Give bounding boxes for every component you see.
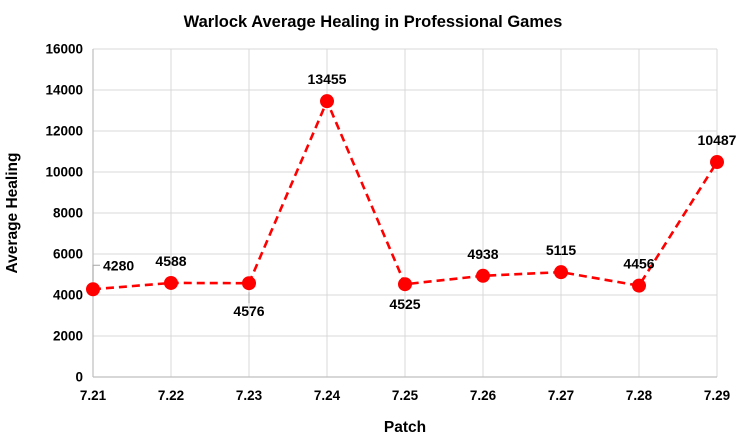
data-point bbox=[242, 276, 256, 291]
x-tick-label: 7.28 bbox=[626, 388, 653, 403]
data-label: 10487 bbox=[698, 132, 737, 148]
data-label: 13455 bbox=[308, 71, 347, 87]
y-tick-label: 14000 bbox=[45, 83, 83, 98]
y-tick-label: 8000 bbox=[53, 206, 83, 221]
data-point bbox=[476, 268, 490, 283]
y-axis-title: Average Healing bbox=[4, 153, 21, 274]
data-label: 4456 bbox=[623, 256, 654, 272]
plot-area: 0 2000 4000 6000 8000 10000 12000 14000 16000 7.2… bbox=[45, 42, 736, 404]
data-point bbox=[320, 94, 334, 109]
data-point bbox=[86, 282, 100, 297]
y-tick-label: 6000 bbox=[53, 247, 83, 262]
y-tick-label: 0 bbox=[75, 370, 83, 385]
x-tick-label: 7.23 bbox=[236, 388, 263, 403]
x-tick-label: 7.26 bbox=[470, 388, 497, 403]
data-point bbox=[554, 265, 568, 280]
data-label: 4938 bbox=[467, 246, 498, 262]
y-tick-label: 16000 bbox=[45, 42, 83, 57]
data-label: 4525 bbox=[389, 296, 420, 312]
data-point bbox=[164, 275, 178, 290]
x-tick-label: 7.29 bbox=[704, 388, 730, 403]
data-label: 4280 bbox=[103, 257, 134, 273]
x-tick-label: 7.27 bbox=[548, 388, 574, 403]
y-tick-label: 12000 bbox=[45, 124, 83, 139]
data-label: 5115 bbox=[546, 242, 577, 258]
data-point bbox=[710, 155, 724, 170]
data-point bbox=[632, 278, 646, 293]
x-tick-label: 7.25 bbox=[392, 388, 419, 403]
data-label: 4588 bbox=[155, 253, 186, 269]
x-tick-label: 7.22 bbox=[158, 388, 184, 403]
y-tick-label: 10000 bbox=[45, 165, 83, 180]
y-tick-label: 2000 bbox=[53, 329, 83, 344]
chart-title: Warlock Average Healing in Professional … bbox=[184, 13, 563, 31]
y-tick-label: 4000 bbox=[53, 288, 83, 303]
data-point bbox=[398, 277, 412, 292]
x-tick-label: 7.24 bbox=[314, 388, 341, 403]
x-axis-title: Patch bbox=[384, 419, 426, 436]
x-tick-label: 7.21 bbox=[80, 388, 107, 403]
label-leader-line bbox=[92, 264, 100, 282]
data-label: 4576 bbox=[233, 303, 264, 319]
